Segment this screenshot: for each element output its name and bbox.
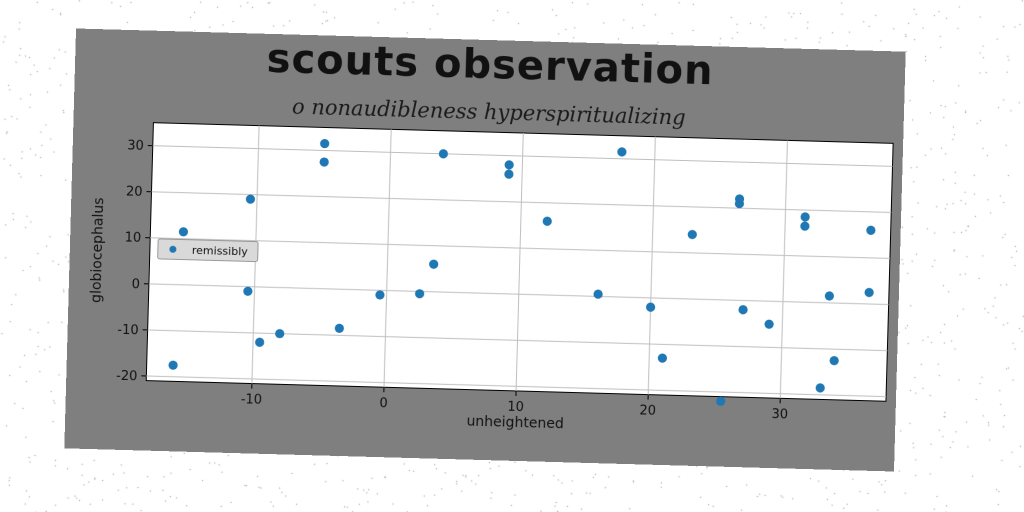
x-gridline bbox=[383, 129, 392, 388]
x-gridline bbox=[779, 140, 788, 399]
data-point bbox=[829, 356, 839, 366]
y-gridline bbox=[151, 191, 892, 213]
data-point bbox=[178, 227, 189, 237]
scatter-plot: -10 0 10 20 30 -20 -10 0 10 20 30 unheightened gl… bbox=[88, 122, 894, 433]
data-point bbox=[716, 396, 726, 406]
legend-box bbox=[157, 238, 259, 263]
x-axis-ticks: -10 0 10 20 30 bbox=[241, 383, 788, 423]
data-point bbox=[375, 290, 385, 300]
x-tick-label: 20 bbox=[639, 403, 656, 418]
x-tick-label: 10 bbox=[507, 400, 524, 415]
data-point bbox=[243, 286, 253, 296]
data-point bbox=[542, 216, 552, 226]
data-point bbox=[593, 289, 603, 299]
data-point bbox=[738, 305, 748, 315]
y-tick-label: 0 bbox=[131, 277, 140, 292]
data-point bbox=[504, 169, 514, 179]
data-point bbox=[334, 323, 344, 333]
data-point bbox=[815, 383, 825, 393]
data-point bbox=[800, 221, 810, 231]
y-tick-label: -10 bbox=[117, 323, 139, 339]
data-point bbox=[866, 225, 876, 235]
y-tick-label: 30 bbox=[127, 139, 144, 154]
y-axis-label: globiocephalus bbox=[88, 197, 107, 303]
data-point bbox=[245, 194, 256, 204]
y-tick-label: 20 bbox=[126, 185, 143, 200]
y-gridline bbox=[152, 145, 893, 167]
data-point bbox=[734, 198, 745, 209]
x-gridline bbox=[647, 136, 656, 395]
data-point bbox=[275, 329, 285, 339]
legend-label: remissibly bbox=[192, 244, 249, 259]
data-point bbox=[319, 157, 329, 167]
data-point bbox=[646, 302, 656, 312]
y-gridline bbox=[150, 237, 890, 259]
data-point bbox=[504, 160, 514, 170]
y-axis-ticks: -20 -10 0 10 20 30 bbox=[116, 139, 153, 385]
data-point bbox=[255, 337, 265, 347]
data-point bbox=[438, 149, 448, 159]
data-point bbox=[864, 287, 874, 298]
y-gridline bbox=[146, 375, 887, 398]
chart-card: scouts observation o nonaudibleness hype… bbox=[64, 28, 906, 472]
x-tick-label: 30 bbox=[771, 407, 788, 422]
data-point bbox=[168, 360, 178, 370]
y-tick-label: 10 bbox=[124, 231, 141, 246]
y-gridline bbox=[147, 329, 888, 352]
x-gridline bbox=[515, 133, 524, 391]
x-tick-label: 0 bbox=[379, 396, 388, 411]
x-axis-label: unheightened bbox=[466, 414, 564, 433]
data-point bbox=[320, 139, 330, 149]
grid bbox=[146, 125, 893, 399]
x-tick-label: -10 bbox=[241, 392, 263, 408]
data-point bbox=[617, 147, 627, 157]
data-point bbox=[687, 229, 697, 240]
data-point bbox=[657, 353, 668, 363]
data-points bbox=[168, 139, 876, 406]
data-point bbox=[415, 289, 425, 299]
data-point bbox=[800, 212, 810, 222]
y-gridline bbox=[148, 283, 889, 306]
data-point bbox=[824, 291, 834, 301]
data-point bbox=[429, 259, 439, 269]
legend-marker bbox=[169, 245, 177, 253]
y-tick-label: -20 bbox=[116, 369, 138, 385]
legend: remissibly bbox=[157, 238, 259, 263]
data-point bbox=[764, 319, 774, 329]
